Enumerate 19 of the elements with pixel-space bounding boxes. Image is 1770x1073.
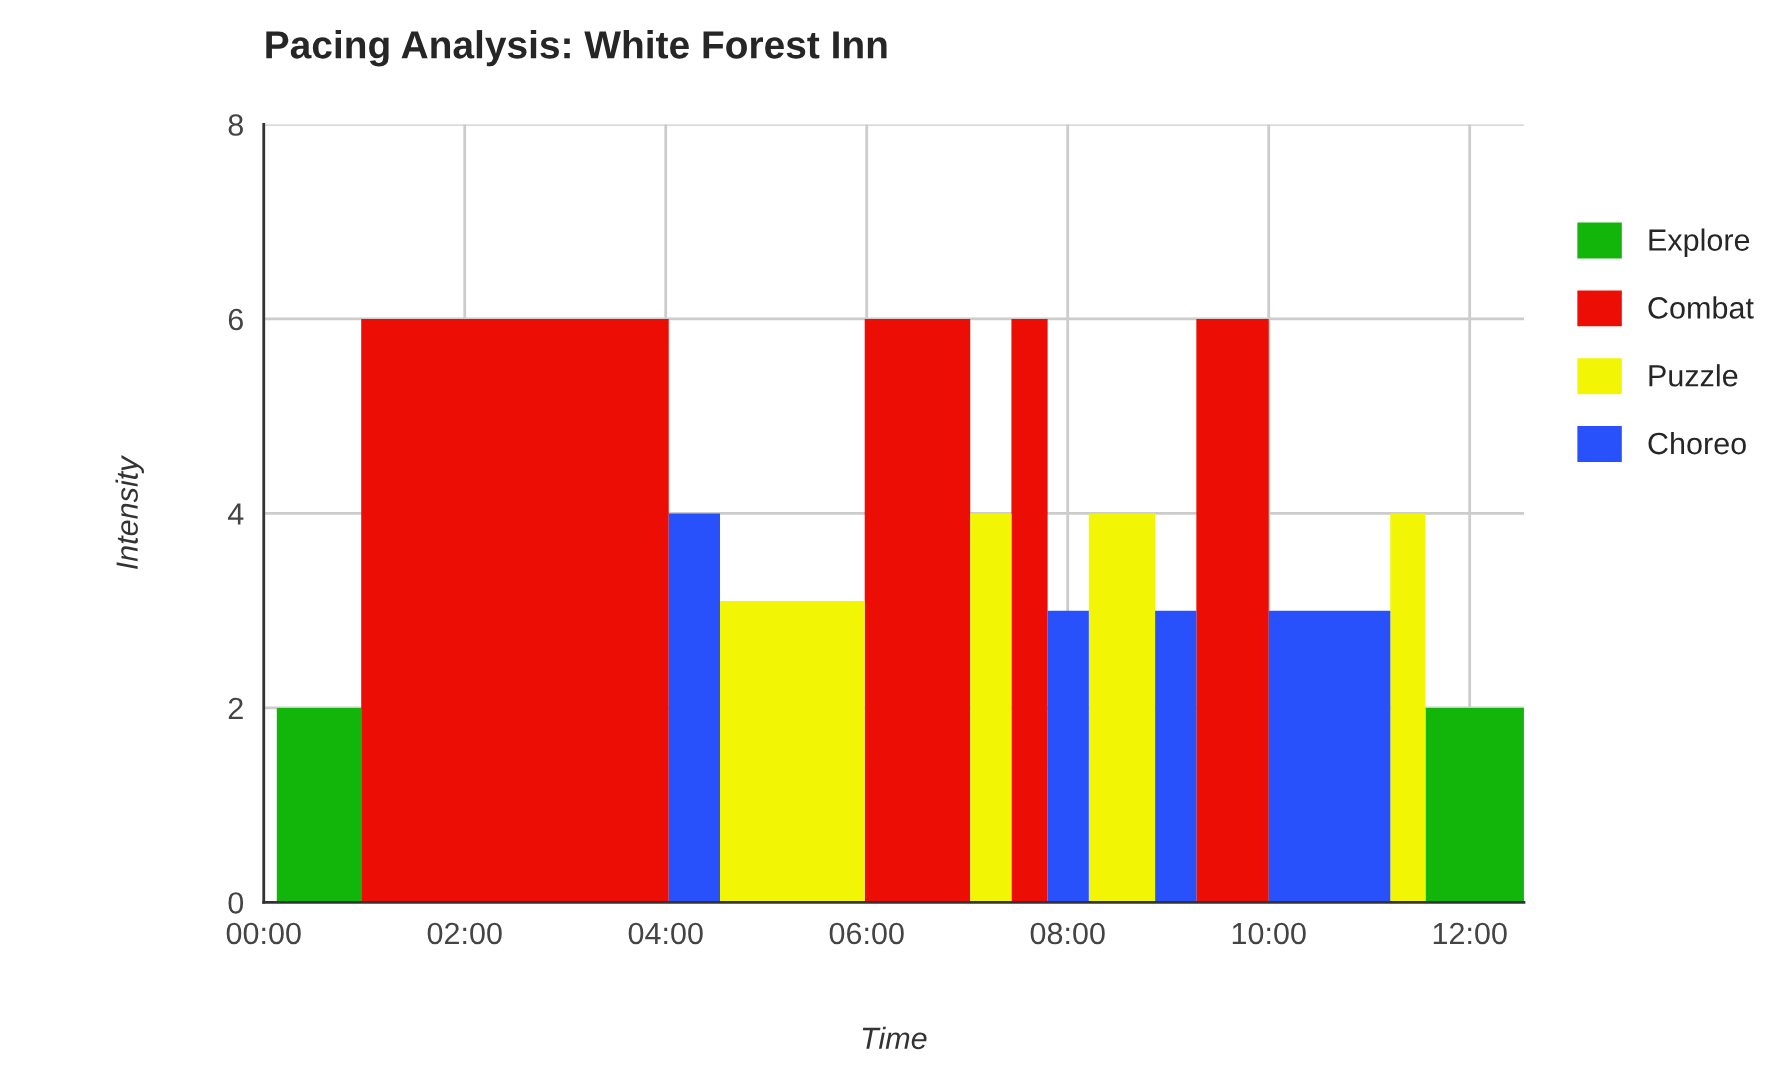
legend-label: Choreo	[1648, 431, 1746, 455]
y-tick-label: 4	[228, 503, 244, 525]
x-tick-label: 02:00	[427, 922, 502, 945]
x-tick-label: 00:00	[226, 922, 301, 945]
y-tick-label: 6	[228, 308, 243, 331]
y-tick-label: 2	[228, 697, 243, 719]
y-tick-label: 8	[228, 114, 243, 136]
y-axis-title: Intensity	[115, 454, 144, 570]
x-tick-label: 06:00	[829, 922, 904, 945]
chart-title: Pacing Analysis: White Forest Inn	[266, 30, 887, 67]
legend-label: Puzzle	[1649, 364, 1738, 387]
y-tick-label: 0	[228, 892, 244, 914]
legend-label: Combat	[1648, 296, 1754, 319]
x-tick-label: 04:00	[628, 922, 703, 945]
x-tick-label: 12:00	[1433, 922, 1507, 945]
legend-label: Explore	[1649, 228, 1750, 257]
x-tick-label: 08:00	[1030, 922, 1105, 945]
x-axis-title: Time	[862, 1026, 927, 1050]
x-tick-label: 10:00	[1232, 922, 1306, 945]
